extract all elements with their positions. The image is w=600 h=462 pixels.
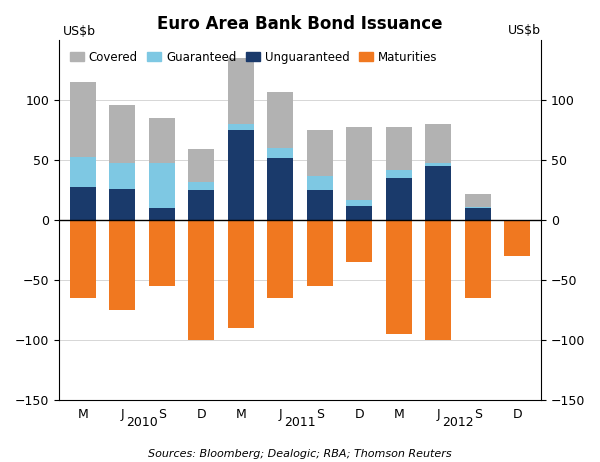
Bar	[425, 220, 451, 340]
Bar	[109, 105, 135, 163]
Text: 2010: 2010	[126, 416, 158, 429]
Bar	[149, 163, 175, 208]
Bar	[268, 220, 293, 298]
Bar	[465, 208, 491, 220]
Bar	[307, 220, 332, 286]
Bar	[425, 163, 451, 166]
Bar	[188, 220, 214, 340]
Text: 2012: 2012	[442, 416, 474, 429]
Bar	[149, 208, 175, 220]
Bar	[109, 220, 135, 310]
Bar	[505, 220, 530, 256]
Bar	[188, 190, 214, 220]
Bar	[228, 130, 254, 220]
Bar	[386, 220, 412, 334]
Text: US$b: US$b	[63, 24, 96, 38]
Legend: Covered, Guaranteed, Unguaranteed, Maturities: Covered, Guaranteed, Unguaranteed, Matur…	[65, 46, 442, 68]
Bar	[346, 200, 372, 206]
Bar	[188, 149, 214, 182]
Bar	[70, 82, 95, 157]
Bar	[149, 220, 175, 286]
Bar	[228, 220, 254, 328]
Bar	[425, 166, 451, 220]
Bar	[70, 157, 95, 187]
Bar	[149, 118, 175, 163]
Bar	[268, 92, 293, 148]
Bar	[346, 206, 372, 220]
Bar	[70, 220, 95, 298]
Title: Euro Area Bank Bond Issuance: Euro Area Bank Bond Issuance	[157, 15, 443, 33]
Text: US$b: US$b	[508, 24, 541, 36]
Bar	[346, 220, 372, 262]
Bar	[307, 176, 332, 190]
Bar	[386, 127, 412, 170]
Bar	[228, 58, 254, 124]
Bar	[386, 170, 412, 178]
Bar	[346, 127, 372, 200]
Bar	[109, 163, 135, 189]
Bar	[465, 220, 491, 298]
Bar	[109, 189, 135, 220]
Bar	[268, 148, 293, 158]
Bar	[268, 158, 293, 220]
Bar	[188, 182, 214, 190]
Bar	[465, 207, 491, 208]
Bar	[386, 178, 412, 220]
Bar	[425, 124, 451, 163]
Bar	[307, 190, 332, 220]
Text: Sources: Bloomberg; Dealogic; RBA; Thomson Reuters: Sources: Bloomberg; Dealogic; RBA; Thoms…	[148, 450, 452, 459]
Bar	[228, 124, 254, 130]
Bar	[465, 194, 491, 207]
Bar	[70, 187, 95, 220]
Bar	[307, 130, 332, 176]
Text: 2011: 2011	[284, 416, 316, 429]
